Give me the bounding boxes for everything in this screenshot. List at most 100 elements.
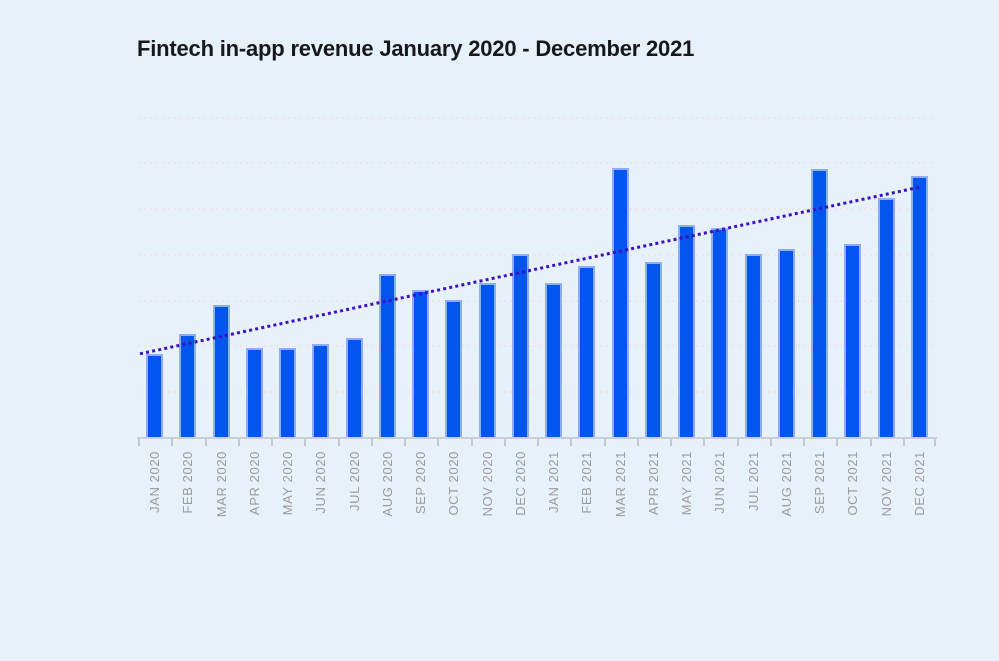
x-axis-label: SEP 2020 bbox=[413, 451, 429, 515]
x-axis-tick bbox=[637, 439, 639, 446]
plot-area bbox=[138, 100, 936, 438]
x-axis-label-cell: JUL 2021 bbox=[737, 451, 770, 517]
x-axis-label-cell: MAR 2021 bbox=[604, 451, 637, 517]
bar-slot bbox=[271, 100, 304, 438]
x-axis-tick bbox=[371, 439, 373, 446]
bar-slot bbox=[670, 100, 703, 438]
x-axis-label-cell: OCT 2020 bbox=[437, 451, 470, 517]
x-axis-label: DEC 2020 bbox=[512, 451, 528, 516]
gridline bbox=[138, 345, 936, 348]
x-axis-label-cell: JAN 2020 bbox=[138, 451, 171, 517]
bar-aug-2020 bbox=[378, 274, 396, 438]
x-axis-label-cell: SEP 2021 bbox=[803, 451, 836, 517]
bar-may-2021 bbox=[678, 225, 696, 438]
x-axis-tick bbox=[271, 439, 273, 446]
x-axis-label-cell: OCT 2021 bbox=[836, 451, 869, 517]
bar-mar-2020 bbox=[212, 305, 230, 438]
x-axis-label: AUG 2021 bbox=[778, 451, 794, 517]
x-axis-tick bbox=[770, 439, 772, 446]
x-axis-label: OCT 2020 bbox=[446, 451, 462, 516]
x-axis-label: SEP 2021 bbox=[812, 451, 828, 515]
x-axis-label: JUN 2020 bbox=[313, 451, 329, 514]
x-axis-label-cell: FEB 2021 bbox=[570, 451, 603, 517]
bar-nov-2020 bbox=[478, 283, 496, 438]
x-axis-label-cell: AUG 2021 bbox=[770, 451, 803, 517]
bar-jan-2021 bbox=[545, 283, 563, 438]
x-axis-line bbox=[137, 437, 937, 439]
x-axis-tick bbox=[238, 439, 240, 446]
bar-apr-2020 bbox=[245, 348, 263, 438]
trendline-path bbox=[139, 185, 920, 356]
bar-feb-2021 bbox=[578, 266, 596, 438]
x-axis-label: JAN 2021 bbox=[546, 451, 562, 513]
chart-title: Fintech in-app revenue January 2020 - De… bbox=[137, 36, 695, 61]
bar-jan-2020 bbox=[146, 354, 164, 438]
x-axis-label-cell: JUL 2020 bbox=[338, 451, 371, 517]
bar-slot bbox=[338, 100, 371, 438]
x-axis-tick bbox=[304, 439, 306, 446]
x-axis-label-cell: NOV 2020 bbox=[471, 451, 504, 517]
x-axis-label-cell: NOV 2021 bbox=[870, 451, 903, 517]
bar-slot bbox=[537, 100, 570, 438]
x-axis-label-cell: FEB 2020 bbox=[171, 451, 204, 517]
bar-apr-2021 bbox=[644, 262, 662, 438]
bar-slot bbox=[836, 100, 869, 438]
gridline bbox=[138, 299, 936, 302]
x-axis-label: OCT 2021 bbox=[845, 451, 861, 516]
bar-slot bbox=[903, 100, 936, 438]
bar-slot bbox=[570, 100, 603, 438]
x-axis-tick bbox=[437, 439, 439, 446]
x-axis-label: MAY 2020 bbox=[280, 451, 296, 516]
x-axis-label-cell: JUN 2020 bbox=[304, 451, 337, 517]
x-axis-tick bbox=[205, 439, 207, 446]
x-axis-tick bbox=[404, 439, 406, 446]
bar-slot bbox=[504, 100, 537, 438]
bar-slot bbox=[471, 100, 504, 438]
x-axis-tick bbox=[570, 439, 572, 446]
x-axis-label: MAR 2020 bbox=[213, 451, 229, 518]
x-axis-label: JUL 2021 bbox=[745, 451, 761, 511]
x-axis-tick bbox=[338, 439, 340, 446]
x-axis-ticks bbox=[138, 439, 936, 447]
bar-slot bbox=[304, 100, 337, 438]
x-axis-label: APR 2021 bbox=[645, 451, 661, 516]
bar-aug-2021 bbox=[777, 249, 795, 438]
x-axis-tick bbox=[504, 439, 506, 446]
bar-slot bbox=[803, 100, 836, 438]
bar-dec-2020 bbox=[511, 254, 529, 438]
gridline bbox=[138, 162, 936, 165]
x-axis-label-cell: MAY 2021 bbox=[670, 451, 703, 517]
x-axis-label: FEB 2020 bbox=[180, 451, 196, 514]
x-axis-label: APR 2020 bbox=[246, 451, 262, 516]
bar-slot bbox=[138, 100, 171, 438]
x-axis-tick bbox=[537, 439, 539, 446]
bar-feb-2020 bbox=[179, 334, 197, 438]
x-axis-tick bbox=[903, 439, 905, 446]
bar-jun-2020 bbox=[312, 344, 330, 438]
bar-oct-2021 bbox=[844, 244, 862, 438]
bar-mar-2021 bbox=[611, 168, 629, 438]
x-axis-label-cell: JAN 2021 bbox=[537, 451, 570, 517]
bar-oct-2020 bbox=[445, 300, 463, 438]
x-axis-label-cell: AUG 2020 bbox=[371, 451, 404, 517]
x-axis-label: AUG 2020 bbox=[379, 451, 395, 517]
bar-slot bbox=[171, 100, 204, 438]
x-axis-tick bbox=[171, 439, 173, 446]
bar-may-2020 bbox=[279, 348, 297, 438]
bar-slot bbox=[604, 100, 637, 438]
bar-dec-2021 bbox=[910, 176, 928, 438]
x-axis-label-cell: JUN 2021 bbox=[703, 451, 736, 517]
bar-nov-2021 bbox=[877, 198, 895, 438]
x-axis-label-cell: DEC 2021 bbox=[903, 451, 936, 517]
x-axis-label: NOV 2020 bbox=[479, 451, 495, 517]
x-axis-tick bbox=[836, 439, 838, 446]
x-axis-label: MAR 2021 bbox=[612, 451, 628, 518]
bar-slot bbox=[371, 100, 404, 438]
bar-slot bbox=[870, 100, 903, 438]
bar-sep-2020 bbox=[412, 290, 430, 438]
x-axis-label: FEB 2021 bbox=[579, 451, 595, 514]
gridline bbox=[138, 208, 936, 211]
bar-jul-2020 bbox=[345, 338, 363, 438]
bar-slot bbox=[205, 100, 238, 438]
